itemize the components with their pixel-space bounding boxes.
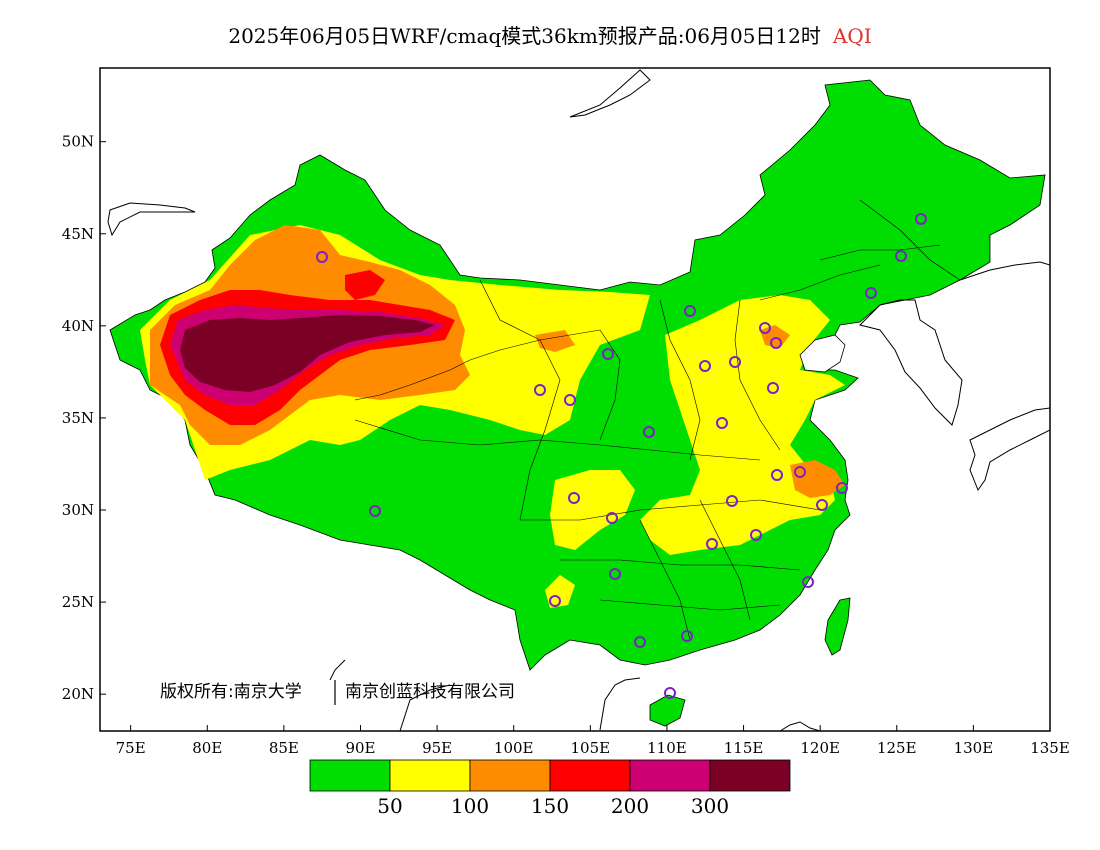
station-marker	[836, 482, 848, 494]
province-borders	[354, 199, 961, 641]
taiwan-island	[824, 597, 851, 656]
lon-tick-label: 110E	[647, 739, 687, 757]
lat-tick-label: 40N	[62, 317, 94, 335]
station-marker	[794, 466, 806, 478]
station-marker	[564, 394, 576, 406]
station-marker	[602, 348, 614, 360]
bohai-sea	[799, 334, 846, 373]
station-marker	[802, 576, 814, 588]
colorbar-swatch	[549, 759, 631, 792]
colorbar-label: 150	[531, 794, 569, 818]
lon-tick-label: 75E	[116, 739, 146, 757]
colorbar-swatch	[389, 759, 471, 792]
aqi-colorbar: 50 100 150 200 300	[309, 759, 791, 818]
station-marker	[767, 382, 779, 394]
lon-tick-label: 120E	[800, 739, 840, 757]
lon-tick-label: 90E	[345, 739, 375, 757]
station-marker	[865, 287, 877, 299]
lon-tick-label: 95E	[422, 739, 452, 757]
aqi-region-red-small	[345, 270, 385, 300]
station-marker	[750, 529, 762, 541]
station-marker	[759, 322, 771, 334]
lat-tick-label: 25N	[62, 593, 94, 611]
title-variable: AQI	[832, 24, 872, 48]
lon-tick-label: 85E	[269, 739, 299, 757]
station-marker	[915, 213, 927, 225]
station-marker	[634, 636, 646, 648]
station-marker	[706, 538, 718, 550]
lon-tick-label: 130E	[954, 739, 994, 757]
station-marker	[716, 417, 728, 429]
station-marker	[770, 337, 782, 349]
station-markers	[316, 213, 927, 699]
latitude-axis: 50N 45N 40N 35N 30N 25N 20N	[62, 133, 106, 703]
hainan-island	[649, 694, 686, 727]
lat-tick-label: 30N	[62, 501, 94, 519]
station-marker	[771, 469, 783, 481]
colorbar-swatch	[709, 759, 791, 792]
station-marker	[369, 505, 381, 517]
lon-tick-label: 135E	[1030, 739, 1070, 757]
longitude-axis: 75E 80E 85E 90E 95E 100E 105E 110E 115E 120E 125E 1…	[116, 725, 1070, 757]
aqi-region-orange-gansu	[535, 330, 575, 352]
station-marker	[568, 492, 580, 504]
map-plot-area	[100, 68, 1050, 731]
lon-tick-label: 105E	[571, 739, 611, 757]
neighbor-coastlines	[107, 69, 1050, 731]
lat-tick-label: 50N	[62, 133, 94, 151]
station-marker	[729, 356, 741, 368]
aqi-region-maroon	[180, 315, 435, 392]
station-marker	[684, 305, 696, 317]
station-marker	[699, 360, 711, 372]
lat-tick-label: 45N	[62, 225, 94, 243]
station-marker	[609, 568, 621, 580]
colorbar-swatch	[469, 759, 551, 792]
station-marker	[816, 499, 828, 511]
aqi-region-orange-beijing	[760, 325, 790, 348]
colorbar-label: 50	[377, 794, 402, 818]
map-title: 2025年06月05日WRF/cmaq模式36km预报产品:06月05日12时 A…	[0, 20, 1100, 49]
colorbar-label: 100	[451, 794, 489, 818]
colorbar-label: 200	[611, 794, 649, 818]
copyright-company: 南京创蓝科技有限公司	[345, 682, 515, 702]
station-marker	[534, 384, 546, 396]
station-marker	[606, 512, 618, 524]
lon-tick-label: 100E	[494, 739, 534, 757]
station-marker	[643, 426, 655, 438]
station-marker	[726, 495, 738, 507]
colorbar-swatch	[629, 759, 711, 792]
station-marker	[681, 630, 693, 642]
lon-tick-label: 115E	[724, 739, 764, 757]
lon-tick-label: 125E	[877, 739, 917, 757]
lat-tick-label: 20N	[62, 685, 94, 703]
lat-tick-label: 35N	[62, 409, 94, 427]
aqi-region-yellow-yunnan	[545, 575, 575, 608]
station-marker	[664, 687, 676, 699]
lon-tick-label: 80E	[192, 739, 222, 757]
colorbar-swatch	[309, 759, 391, 792]
colorbar-label: 300	[691, 794, 729, 818]
station-marker	[549, 595, 561, 607]
copyright-owner: 版权所有:南京大学	[160, 682, 302, 702]
aqi-region-yellow-sichuan	[550, 470, 635, 550]
aqi-region-yellow-east	[640, 295, 845, 555]
map-frame	[99, 67, 1051, 732]
title-text: 2025年06月05日WRF/cmaq模式36km预报产品:06月05日12时	[228, 24, 821, 48]
station-marker	[316, 251, 328, 263]
station-marker	[895, 250, 907, 262]
